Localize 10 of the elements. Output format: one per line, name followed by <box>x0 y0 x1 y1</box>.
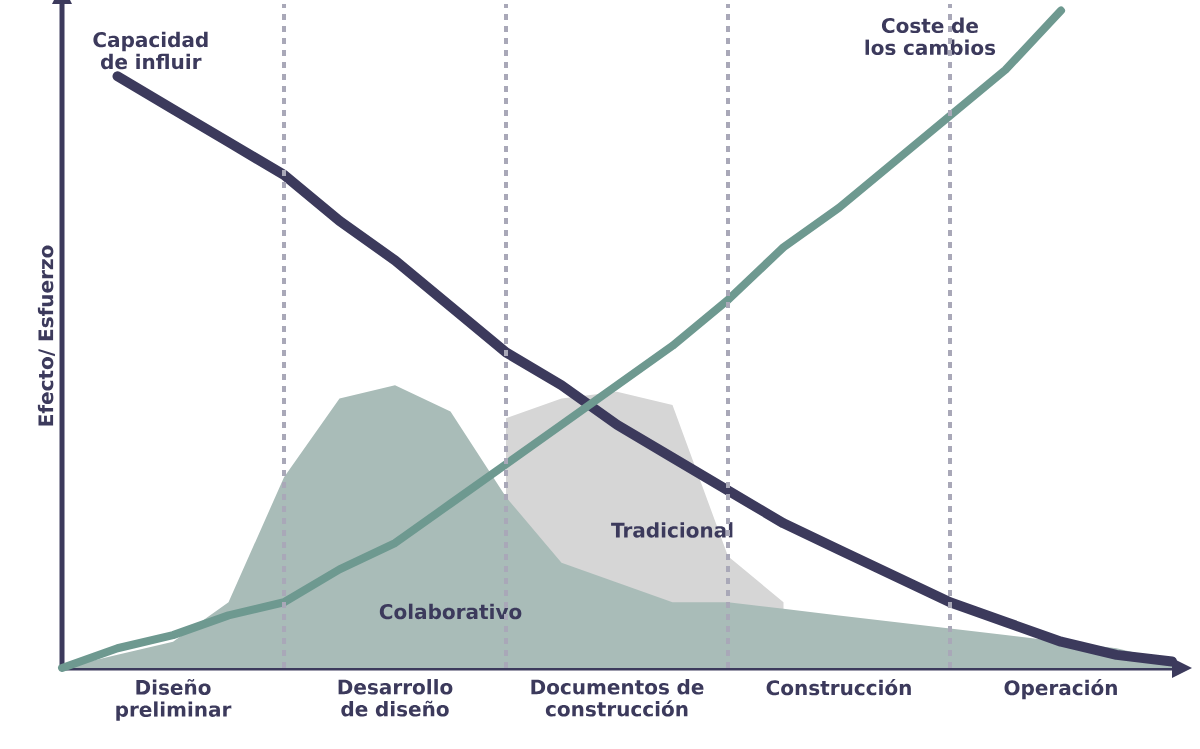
x-tick-label: Construcción <box>766 679 911 696</box>
x-tick-label: Desarrollo de diseño <box>338 679 453 717</box>
x-tick-label: Documentos de construcción <box>531 679 704 717</box>
x-tick-label: Diseño preliminar <box>116 679 232 721</box>
series-label: Coste de los cambios <box>865 17 996 56</box>
series-label: Capacidad de influir <box>93 31 208 70</box>
series-label: Tradicional <box>611 522 733 538</box>
x-tick-label: Operación <box>1004 679 1117 700</box>
y-axis-title: Efecto/ Esfuerzo <box>37 245 55 426</box>
series-label: Colaborativo <box>379 603 522 620</box>
